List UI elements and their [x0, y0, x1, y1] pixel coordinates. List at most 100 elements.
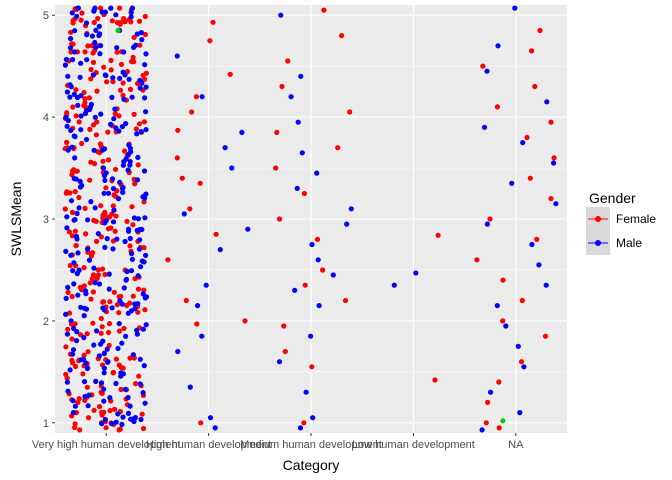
data-point-male: [63, 295, 69, 301]
data-point-male: [142, 215, 148, 221]
data-point-female: [187, 206, 193, 212]
data-point-male: [101, 398, 107, 404]
data-point-male: [129, 256, 135, 262]
data-point-male: [107, 395, 113, 401]
data-point-female: [285, 58, 291, 64]
data-point-male: [143, 322, 149, 328]
data-point-female: [321, 7, 327, 13]
data-point-male: [85, 365, 91, 371]
data-point-male: [68, 127, 74, 133]
data-point-male: [96, 23, 102, 29]
x-tick-label: Very high human development: [32, 439, 181, 451]
data-point-male: [81, 313, 87, 319]
data-point-female: [103, 185, 109, 191]
data-point-female: [174, 155, 180, 161]
data-point-male: [309, 241, 315, 248]
data-point-female: [133, 126, 139, 132]
data-point-male: [134, 227, 140, 233]
data-point-male: [93, 378, 99, 384]
data-point-female: [120, 365, 126, 371]
data-point-male: [100, 338, 106, 344]
data-point-female: [109, 211, 115, 217]
data-point-female: [104, 79, 110, 85]
data-point-male: [63, 311, 69, 317]
data-point-female: [81, 265, 87, 271]
data-point-male: [77, 178, 83, 184]
data-point-female: [165, 257, 171, 263]
data-point-male: [101, 172, 108, 179]
data-point-male: [494, 303, 500, 309]
data-point-female: [342, 297, 349, 304]
data-point-female: [81, 352, 87, 358]
data-point-female: [131, 34, 137, 41]
data-point-female: [111, 289, 117, 295]
data-point-female: [116, 328, 123, 334]
data-point-male: [122, 386, 128, 392]
data-point-male: [96, 353, 102, 359]
data-point-female: [117, 5, 123, 11]
data-point-male: [344, 221, 350, 227]
data-point-male: [127, 145, 133, 151]
data-point-female: [281, 323, 287, 329]
data-point-male: [76, 205, 82, 211]
data-point-female: [67, 262, 73, 269]
data-point-male: [79, 182, 85, 189]
data-point-female: [130, 54, 136, 60]
data-point-male: [96, 281, 103, 287]
data-point-male: [91, 7, 97, 13]
data-point-male: [93, 44, 99, 50]
data-point-female: [105, 226, 111, 232]
data-point-female: [65, 289, 71, 295]
data-point-male: [67, 45, 74, 51]
data-point-male: [69, 144, 75, 150]
data-point-female: [98, 234, 104, 240]
data-point-male: [63, 56, 69, 63]
data-point-female: [100, 299, 107, 305]
data-point-female: [193, 94, 199, 100]
data-point-male: [140, 390, 146, 396]
data-point-male: [110, 75, 116, 81]
data-point-male: [175, 348, 181, 355]
data-point-male: [181, 211, 187, 217]
data-point-male: [229, 165, 235, 171]
data-point-male: [64, 89, 70, 95]
data-point-female: [276, 216, 283, 222]
data-point-male: [295, 119, 301, 125]
data-point-female: [97, 141, 103, 147]
data-point-male: [84, 32, 90, 38]
data-point-female: [75, 399, 81, 406]
data-point-male: [123, 333, 129, 339]
data-point-male: [65, 388, 71, 394]
data-point-male: [298, 73, 304, 79]
data-point-male: [65, 284, 71, 290]
data-point-male: [64, 214, 70, 220]
data-point-male: [64, 331, 71, 337]
data-point-male: [97, 51, 103, 57]
data-point-male: [100, 305, 106, 311]
data-point-male: [74, 13, 80, 19]
data-point-male: [119, 186, 126, 192]
data-point-male: [128, 268, 135, 274]
y-axis-title: SWLSMean: [8, 182, 24, 257]
data-point-male: [124, 268, 130, 275]
data-point-male: [110, 219, 117, 225]
data-point-male: [92, 205, 98, 211]
data-point-male: [143, 51, 149, 57]
data-point-male: [82, 288, 89, 294]
data-point-female: [95, 15, 101, 22]
legend: Gender Female Male: [586, 190, 656, 255]
data-point-male: [96, 32, 102, 39]
data-point-male: [391, 282, 397, 288]
data-point-female: [99, 324, 105, 330]
data-point-male: [129, 251, 135, 257]
data-point-female: [72, 321, 78, 327]
data-point-female: [91, 19, 97, 26]
data-point-male: [105, 190, 112, 196]
data-point-female: [131, 111, 137, 117]
data-point-female: [84, 384, 90, 390]
data-point-female: [90, 272, 97, 278]
data-point-female: [197, 180, 203, 186]
data-point-female: [143, 70, 149, 76]
data-point-female: [98, 203, 104, 209]
data-point-male: [73, 338, 80, 344]
